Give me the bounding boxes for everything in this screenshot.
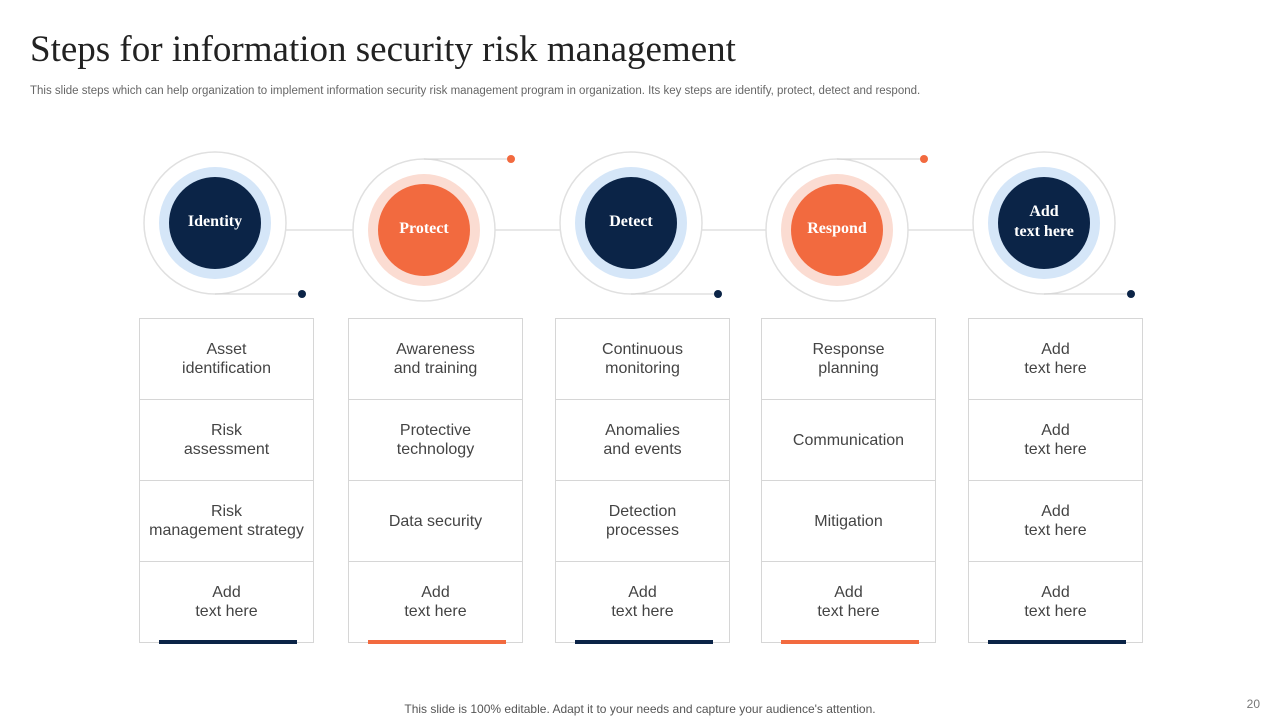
step-item: Add text here [969, 319, 1142, 400]
step-circle [585, 177, 677, 269]
accent-bar [368, 640, 506, 644]
slide-subtitle: This slide steps which can help organiza… [30, 85, 921, 97]
step-column: Awareness and training Protective technol… [348, 318, 523, 644]
step-item: Anomalies and events [556, 400, 729, 481]
step-circle [169, 177, 261, 269]
tail-dot [507, 155, 515, 163]
step-item: Add text here [969, 481, 1142, 562]
step-item: Asset identification [140, 319, 313, 400]
step-item: Add text here [140, 562, 313, 643]
tail-dot [920, 155, 928, 163]
step-item: Mitigation [762, 481, 935, 562]
step-item: Add text here [969, 400, 1142, 481]
step-item: Protective technology [349, 400, 522, 481]
step-circle [378, 184, 470, 276]
step-column: Asset identification Risk assessment Risk … [139, 318, 314, 644]
step-label: Protect [399, 220, 449, 237]
slide-title: Steps for information security risk mana… [30, 29, 736, 70]
step-item: Continuous monitoring [556, 319, 729, 400]
step-item: Awareness and training [349, 319, 522, 400]
tail-dot [1127, 290, 1135, 298]
step-item: Add text here [556, 562, 729, 643]
steps-diagram [143, 151, 1135, 302]
step-column: Add text here Add text here Add text here A… [968, 318, 1143, 644]
step-label: Respond [807, 220, 867, 237]
step-item: Add text here [349, 562, 522, 643]
step-item: Add text here [969, 562, 1142, 643]
footer-note: This slide is 100% editable. Adapt it to… [404, 702, 876, 716]
step-item: Response planning [762, 319, 935, 400]
step-item: Detection processes [556, 481, 729, 562]
step-item: Data security [349, 481, 522, 562]
accent-bar [988, 640, 1126, 644]
step-circle [791, 184, 883, 276]
page-number: 20 [1246, 697, 1260, 711]
accent-bar [575, 640, 713, 644]
step-circle [998, 177, 1090, 269]
accent-bar [781, 640, 919, 644]
step-item: Communication [762, 400, 935, 481]
tail-dot [714, 290, 722, 298]
step-label: Add text here [1014, 203, 1074, 240]
step-label: Identity [187, 213, 243, 230]
step-item: Risk management strategy [140, 481, 313, 562]
step-column: Continuous monitoring Anomalies and event… [555, 318, 730, 644]
step-item: Add text here [762, 562, 935, 643]
step-label: Detect [609, 213, 653, 230]
tail-dot [298, 290, 306, 298]
accent-bar [159, 640, 297, 644]
step-item: Risk assessment [140, 400, 313, 481]
step-column: Response planning Communication Mitigation… [761, 318, 936, 644]
